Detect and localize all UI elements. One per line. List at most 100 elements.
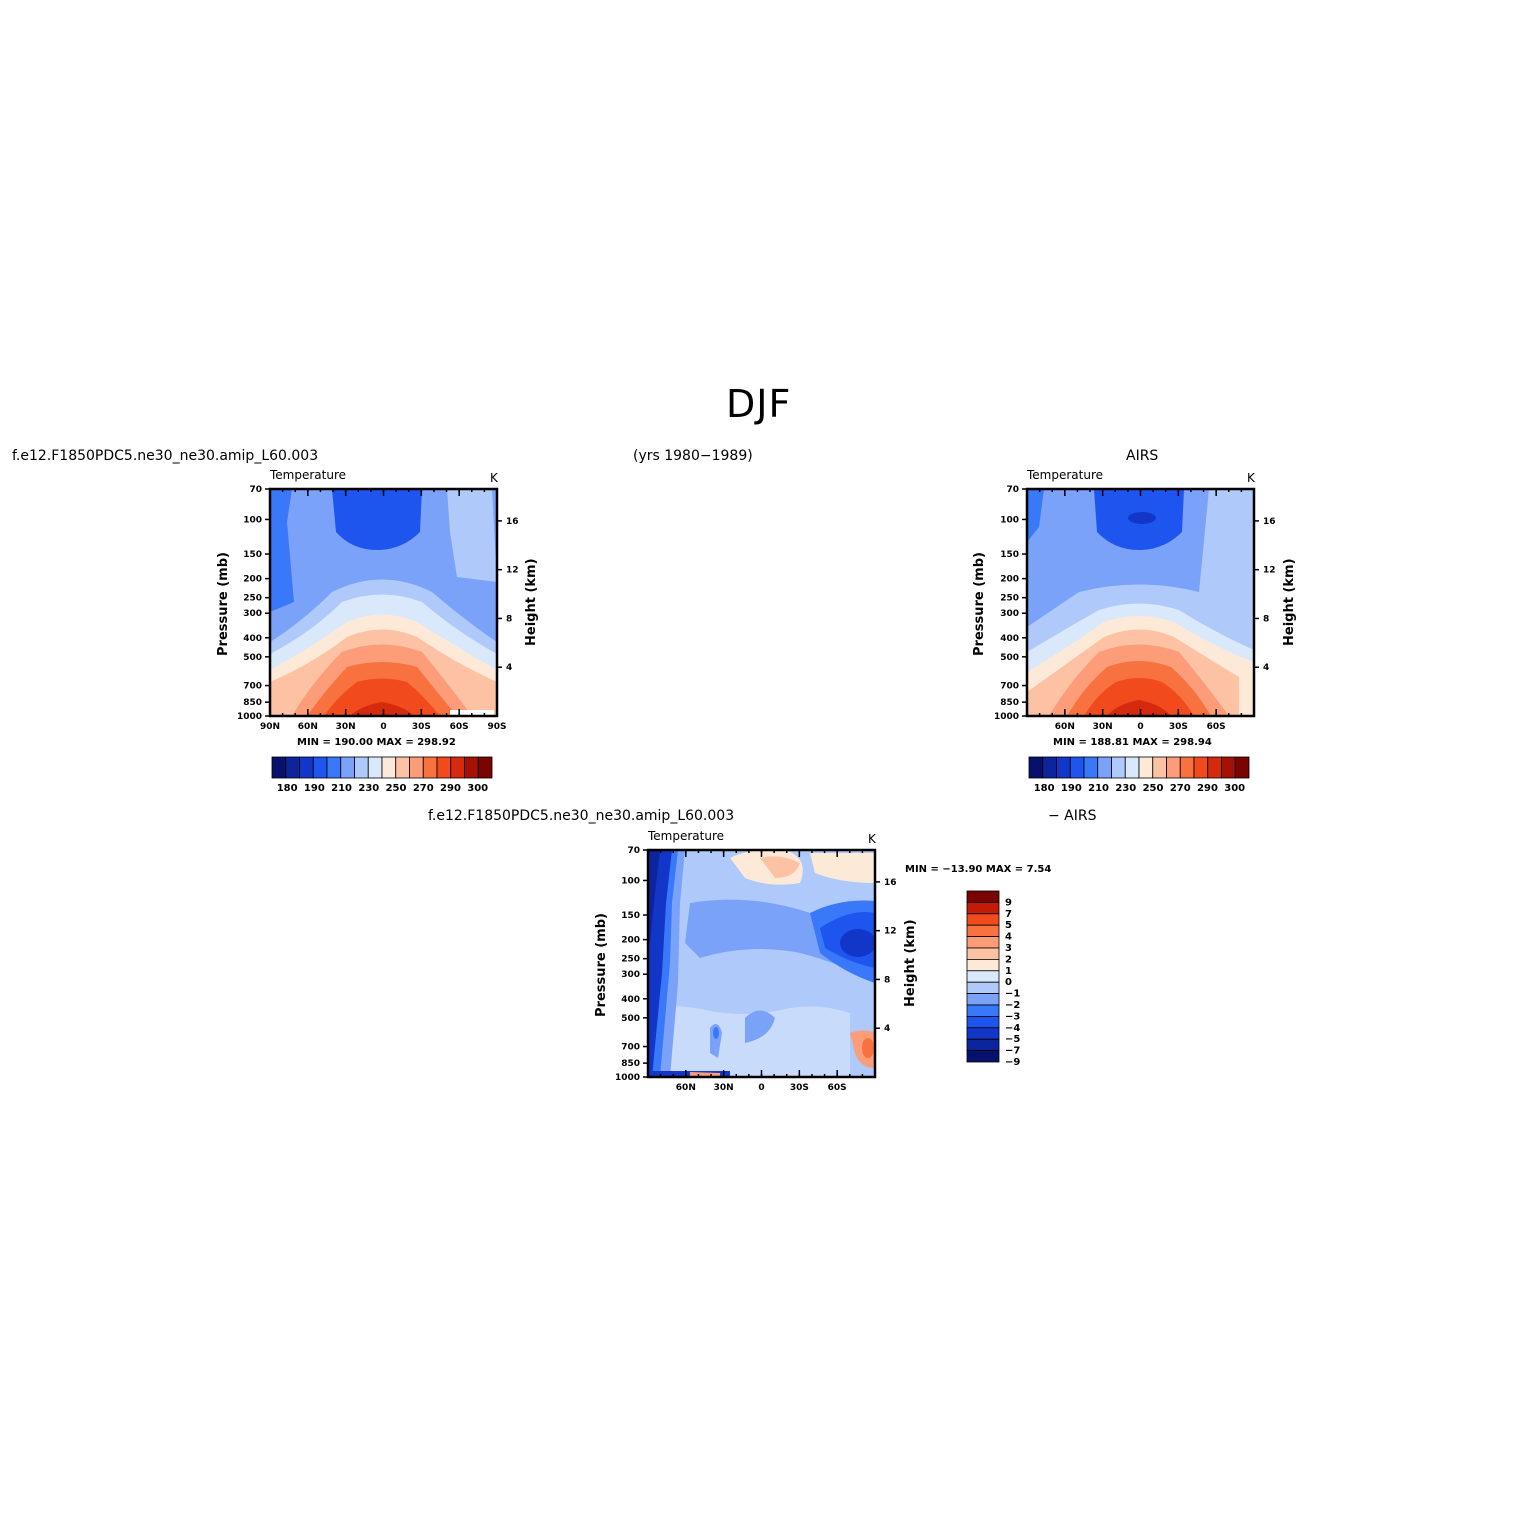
latitude-tick-label: 0 xyxy=(1137,722,1143,732)
colorbar-swatch xyxy=(436,756,452,779)
colorbar-swatch xyxy=(1124,756,1140,779)
colorbar-swatch xyxy=(966,913,1000,926)
colorbar-swatch xyxy=(1042,756,1057,779)
pressure-tick-label: 200 xyxy=(621,936,640,946)
height-tick-label: 4 xyxy=(506,663,512,673)
diff-case-name: f.e12.F1850PDC5.ne30_ne30.amip_L60.003 xyxy=(428,808,735,824)
colorbar-label: 300 xyxy=(1224,783,1245,794)
obs-pressure-axis-label: Pressure (mb) xyxy=(972,552,987,656)
colorbar-label: 250 xyxy=(1143,783,1164,794)
colorbar-swatch xyxy=(271,756,287,779)
colorbar-swatch xyxy=(340,756,355,779)
pressure-tick-label: 700 xyxy=(243,682,262,692)
colorbar-label: 210 xyxy=(1088,783,1109,794)
colorbar-label: 190 xyxy=(1061,783,1082,794)
latitude-tick-label: 30S xyxy=(1169,722,1188,732)
figure-title: DJF xyxy=(726,382,792,426)
colorbar-swatch xyxy=(477,756,493,779)
pressure-tick-label: 700 xyxy=(1000,682,1019,692)
pressure-tick-label: 850 xyxy=(243,698,262,708)
colorbar-swatch xyxy=(1056,756,1071,779)
height-tick-label: 8 xyxy=(506,614,512,624)
colorbar-swatch xyxy=(409,756,424,779)
colorbar-swatch xyxy=(1028,756,1044,779)
height-tick-label: 12 xyxy=(506,566,519,576)
colorbar-label: 1 xyxy=(1005,966,1012,977)
latitude-tick-label: 60N xyxy=(1055,722,1075,732)
pressure-tick-label: 400 xyxy=(1000,634,1019,644)
diff-units-label: K xyxy=(868,832,876,846)
model-variable-label: Temperature xyxy=(270,468,347,482)
colorbar-swatch xyxy=(1152,756,1167,779)
latitude-tick-label: 60S xyxy=(450,722,469,732)
colorbar-label: 250 xyxy=(386,783,407,794)
latitude-tick-label: 90S xyxy=(487,722,506,732)
colorbar-swatch xyxy=(381,756,397,779)
diff-min-max: MIN = −13.90 MAX = 7.54 xyxy=(905,864,1052,875)
colorbar-swatch xyxy=(395,756,410,779)
latitude-tick-label: 0 xyxy=(380,722,386,732)
colorbar-label: −4 xyxy=(1005,1023,1020,1034)
pressure-tick-label: 200 xyxy=(1000,575,1019,585)
colorbar-label: 7 xyxy=(1005,909,1012,920)
pressure-tick-label: 300 xyxy=(1000,609,1019,619)
latitude-tick-label: 60N xyxy=(298,722,318,732)
colorbar-label: 290 xyxy=(440,783,461,794)
model-min-max: MIN = 190.00 MAX = 298.92 xyxy=(297,737,456,748)
colorbar-label: 5 xyxy=(1005,920,1012,931)
height-tick-label: 12 xyxy=(884,927,897,937)
colorbar-swatch xyxy=(966,901,1000,915)
colorbar-swatch xyxy=(966,1004,1000,1017)
pressure-tick-label: 500 xyxy=(621,1014,640,1024)
pressure-tick-label: 1000 xyxy=(994,712,1019,722)
pressure-tick-label: 300 xyxy=(621,970,640,980)
colorbar-swatch xyxy=(285,756,300,779)
pressure-tick-label: 100 xyxy=(621,876,640,886)
diff-height-axis-label: Height (km) xyxy=(903,919,918,1007)
model-pressure-axis-label: Pressure (mb) xyxy=(216,552,231,656)
colorbar-label: 180 xyxy=(1034,783,1055,794)
colorbar-swatch xyxy=(966,1016,1000,1029)
model-contour-plot: 70 100 150 200 250 300 400 500 700 850 1000 16 12 8 4 9… xyxy=(237,485,519,732)
latitude-tick-label: 60S xyxy=(828,1083,847,1093)
colorbar-swatch xyxy=(1166,756,1181,779)
latitude-tick-label: 60N xyxy=(676,1083,696,1093)
pressure-tick-label: 250 xyxy=(243,594,262,604)
height-tick-label: 16 xyxy=(506,517,519,527)
colorbar-label: 230 xyxy=(358,783,379,794)
colorbar-label: −2 xyxy=(1005,1000,1020,1011)
obs-variable-label: Temperature xyxy=(1027,468,1104,482)
latitude-tick-label: 30S xyxy=(790,1083,809,1093)
model-colorbar: 180 190 210 230 250 270 290 300 xyxy=(271,756,493,794)
colorbar-label: 230 xyxy=(1115,783,1136,794)
latitude-tick-label: 30N xyxy=(1093,722,1113,732)
latitude-tick-label: 90N xyxy=(260,722,280,732)
obs-min-max: MIN = 188.81 MAX = 298.94 xyxy=(1053,737,1212,748)
height-tick-label: 8 xyxy=(1263,614,1269,624)
colorbar-swatch xyxy=(966,936,1000,949)
model-height-axis-label: Height (km) xyxy=(524,558,539,646)
pressure-tick-label: 700 xyxy=(621,1043,640,1053)
years-label: (yrs 1980−1989) xyxy=(633,448,753,464)
pressure-tick-label: 1000 xyxy=(615,1073,640,1083)
colorbar-swatch xyxy=(966,959,1000,972)
colorbar-label: 0 xyxy=(1005,977,1012,988)
pressure-tick-label: 500 xyxy=(1000,653,1019,663)
colorbar-swatch xyxy=(354,756,369,779)
colorbar-swatch xyxy=(966,993,1000,1006)
obs-contour-plot: 70 100 150 200 250 300 400 500 700 850 1000 16 12 8 4 6… xyxy=(994,485,1276,732)
colorbar-label: 3 xyxy=(1005,943,1012,954)
obs-units-label: K xyxy=(1247,471,1255,485)
colorbar-swatch xyxy=(1097,756,1112,779)
height-tick-label: 16 xyxy=(1263,517,1276,527)
latitude-tick-label: 0 xyxy=(758,1083,764,1093)
pressure-tick-label: 200 xyxy=(243,575,262,585)
obs-name: AIRS xyxy=(1126,448,1159,464)
colorbar-swatch xyxy=(966,1038,1000,1051)
pressure-tick-label: 250 xyxy=(621,955,640,965)
colorbar-swatch xyxy=(450,756,465,779)
colorbar-swatch xyxy=(1138,756,1154,779)
colorbar-label: −1 xyxy=(1005,989,1020,1000)
colorbar-label: −3 xyxy=(1005,1011,1020,1022)
colorbar-label: 210 xyxy=(331,783,352,794)
